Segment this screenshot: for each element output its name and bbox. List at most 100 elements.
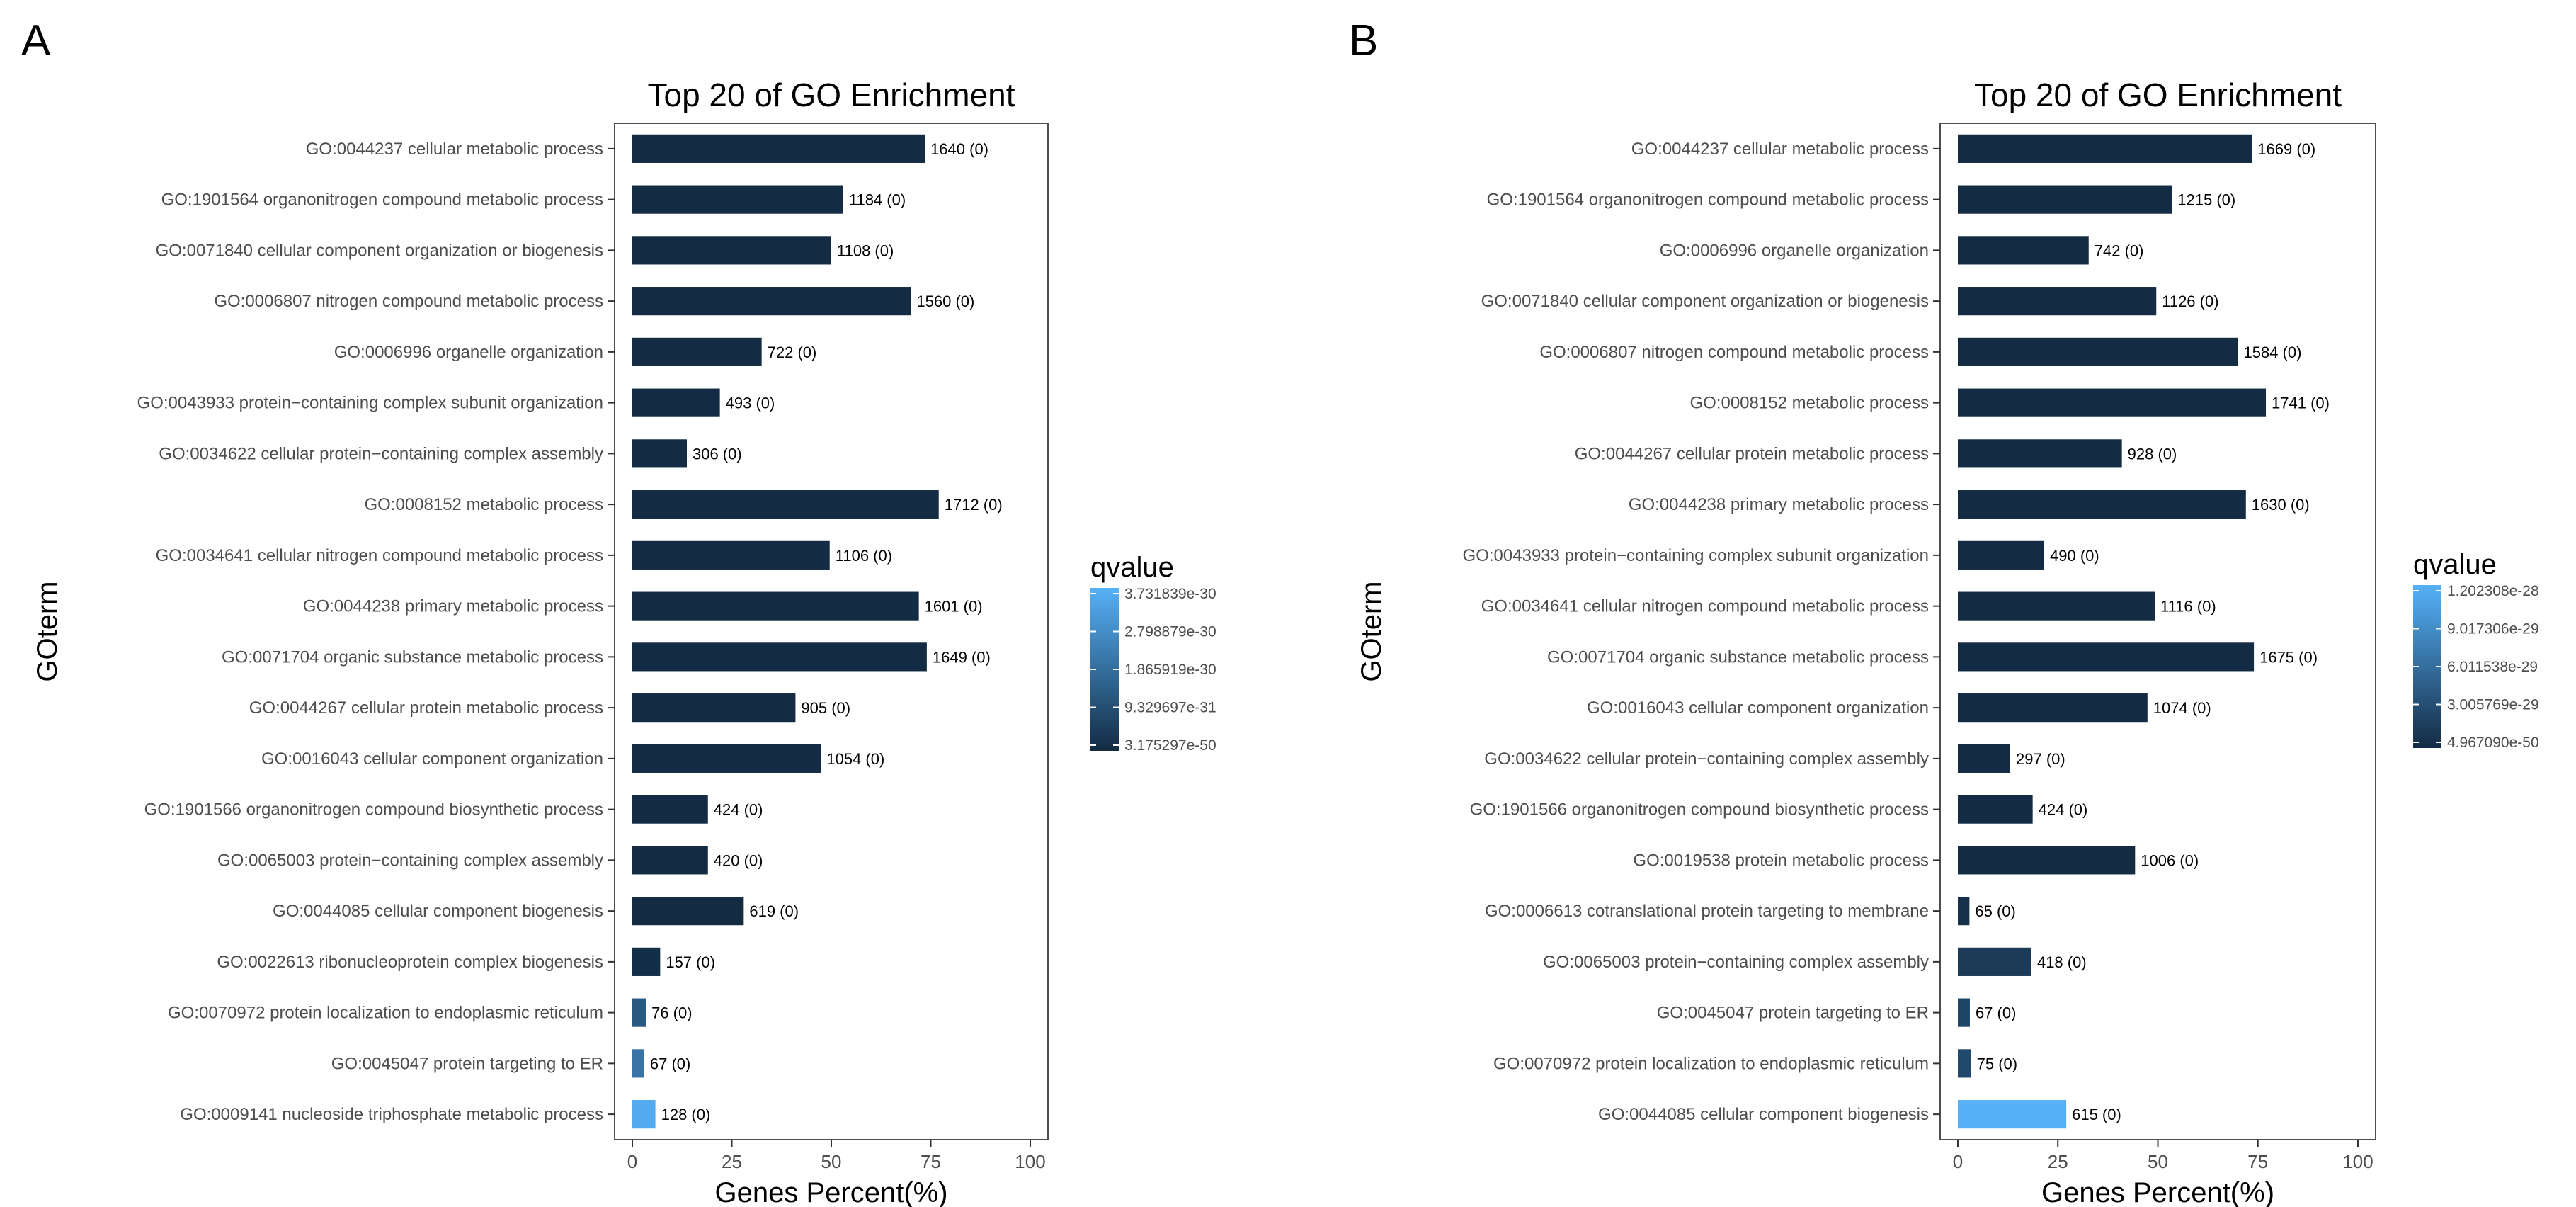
data-label: 75 (0) — [1977, 1055, 2017, 1072]
category-label: GO:0034641 cellular nitrogen compound me… — [1481, 597, 1929, 616]
category-label: GO:0006807 nitrogen compound metabolic p… — [214, 292, 603, 311]
bar — [632, 490, 939, 519]
bar — [1958, 947, 2031, 976]
bar — [632, 795, 708, 824]
category-label: GO:0034622 cellular protein−containing c… — [159, 444, 603, 463]
category-label: GO:0070972 protein localization to endop… — [1493, 1054, 1929, 1073]
data-label: 1640 (0) — [930, 140, 988, 158]
category-label: GO:1901566 organonitrogen compound biosy… — [1470, 800, 1929, 820]
bar — [632, 591, 919, 620]
data-label: 1054 (0) — [826, 750, 884, 768]
category-label: GO:0045047 protein targeting to ER — [331, 1054, 603, 1073]
data-label: 1584 (0) — [2244, 344, 2302, 361]
bar — [632, 693, 796, 722]
data-label: 306 (0) — [693, 445, 742, 463]
category-label: GO:0016043 cellular component organizati… — [1587, 698, 1929, 718]
category-label: GO:0044237 cellular metabolic process — [1631, 140, 1929, 159]
bar — [1958, 897, 1970, 926]
data-label: 297 (0) — [2016, 750, 2065, 768]
bar — [1958, 287, 2157, 316]
category-label: GO:1901564 organonitrogen compound metab… — [161, 191, 603, 210]
data-label: 1712 (0) — [945, 496, 1003, 514]
legend-label: 9.329697e-31 — [1124, 700, 1216, 716]
category-label: GO:0008152 metabolic process — [364, 495, 603, 514]
data-label: 420 (0) — [714, 851, 763, 869]
plot-panel — [614, 123, 1049, 1140]
plot-panel — [1939, 123, 2376, 1140]
legend-label: 6.011538e-29 — [2447, 659, 2538, 675]
bar — [632, 236, 831, 265]
bar — [1958, 490, 2246, 519]
category-label: GO:0065003 protein−containing complex as… — [1543, 953, 1929, 972]
data-label: 490 (0) — [2050, 547, 2099, 565]
bar — [632, 439, 687, 468]
legend-title: qvalue — [2413, 549, 2497, 580]
category-label: GO:0070972 protein localization to endop… — [168, 1004, 603, 1023]
category-label: GO:1901564 organonitrogen compound metab… — [1487, 191, 1929, 210]
bar — [1958, 1100, 2067, 1129]
bar — [632, 947, 661, 976]
data-label: 128 (0) — [661, 1106, 711, 1123]
category-label: GO:1901566 organonitrogen compound biosy… — [144, 800, 603, 820]
bar — [632, 846, 708, 875]
bar — [632, 540, 830, 570]
data-label: 1106 (0) — [836, 547, 892, 565]
legend-label: 2.798879e-30 — [1124, 624, 1216, 640]
data-label: 1630 (0) — [2252, 496, 2310, 514]
bar — [632, 134, 925, 163]
bar — [1958, 693, 2148, 722]
category-label: GO:0044238 primary metabolic process — [303, 597, 603, 616]
panel-label: A — [21, 16, 51, 65]
data-label: 1669 (0) — [2257, 140, 2315, 158]
category-label: GO:0008152 metabolic process — [1689, 394, 1929, 413]
data-label: 1108 (0) — [837, 242, 894, 259]
bar — [632, 1049, 644, 1078]
category-label: GO:0019538 protein metabolic process — [1633, 851, 1929, 870]
x-tick-label: 25 — [2048, 1151, 2068, 1172]
bar — [632, 185, 843, 214]
bar — [1958, 795, 2033, 824]
data-label: 722 (0) — [768, 344, 817, 361]
data-label: 157 (0) — [666, 953, 715, 971]
bar — [1958, 439, 2122, 468]
bar — [632, 388, 720, 417]
data-label: 619 (0) — [749, 902, 799, 920]
bar — [1958, 134, 2252, 163]
bar — [1958, 591, 2155, 620]
legend-title: qvalue — [1090, 552, 1174, 583]
chart-title: Top 20 of GO Enrichment — [647, 76, 1015, 113]
legend-label: 1.202308e-28 — [2447, 583, 2539, 599]
data-label: 1126 (0) — [2162, 293, 2218, 310]
data-label: 1741 (0) — [2272, 395, 2330, 412]
data-label: 1074 (0) — [2153, 699, 2211, 717]
x-tick-label: 50 — [2148, 1151, 2168, 1172]
category-label: GO:0043933 protein−containing complex su… — [137, 394, 603, 413]
data-label: 65 (0) — [1975, 902, 2015, 920]
y-axis-title: GOterm — [32, 581, 63, 681]
x-tick-label: 0 — [627, 1151, 637, 1172]
bar — [1958, 185, 2172, 214]
category-label: GO:0044267 cellular protein metabolic pr… — [249, 698, 603, 718]
legend: qvalue 3.731839e-30 2.798879e-30 1.865919e-… — [1090, 552, 1216, 754]
bar — [1958, 540, 2045, 570]
category-label: GO:0071704 organic substance metabolic p… — [222, 647, 603, 667]
legend: qvalue 1.202308e-28 9.017306e-29 6.011538e-… — [2413, 549, 2539, 751]
data-label: 493 (0) — [726, 395, 775, 412]
legend-label: 3.175297e-50 — [1124, 737, 1216, 754]
legend-label: 3.731839e-30 — [1124, 586, 1216, 602]
data-label: 1184 (0) — [849, 191, 906, 209]
data-label: 424 (0) — [714, 801, 763, 819]
legend-label: 9.017306e-29 — [2447, 621, 2539, 638]
legend-label: 4.967090e-50 — [2447, 735, 2539, 751]
data-label: 1675 (0) — [2259, 648, 2318, 666]
chart-title: Top 20 of GO Enrichment — [1974, 76, 2342, 113]
legend-label: 3.005769e-29 — [2447, 697, 2539, 713]
category-label: GO:0044237 cellular metabolic process — [306, 140, 603, 159]
category-label: GO:0071704 organic substance metabolic p… — [1547, 647, 1929, 667]
category-label: GO:0043933 protein−containing complex su… — [1463, 546, 1929, 565]
x-tick-label: 100 — [2342, 1151, 2373, 1172]
x-tick-label: 0 — [1953, 1151, 1963, 1172]
x-axis-title: Genes Percent(%) — [2041, 1177, 2274, 1207]
data-label: 76 (0) — [651, 1004, 692, 1022]
